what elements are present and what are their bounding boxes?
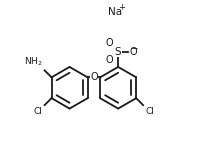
Text: S: S (114, 46, 121, 57)
Text: O: O (105, 38, 113, 48)
Text: Cl: Cl (145, 107, 153, 116)
Text: −: − (129, 44, 137, 53)
Text: O: O (90, 72, 97, 82)
Text: Cl: Cl (33, 107, 42, 116)
Text: NH$_2$: NH$_2$ (23, 56, 42, 68)
Text: Na: Na (108, 7, 122, 17)
Text: +: + (118, 3, 125, 12)
Text: O: O (105, 55, 113, 65)
Text: O: O (129, 46, 137, 57)
